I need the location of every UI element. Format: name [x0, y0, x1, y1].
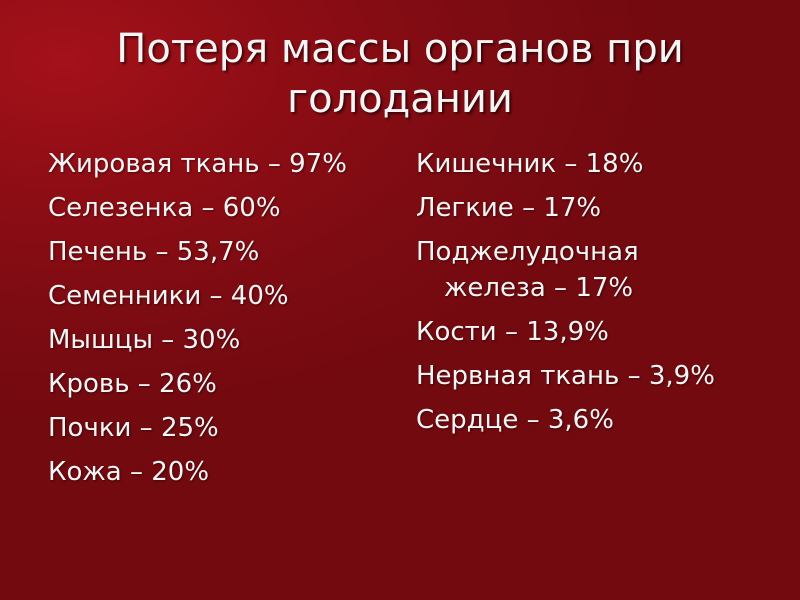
- list-item-intestine: Кишечник – 18%: [416, 149, 644, 179]
- slide-title: Потеря массы органов при голодании: [116, 26, 684, 122]
- list-item-muscles: Мышцы – 30%: [48, 325, 241, 355]
- list-item-liver: Печень – 53,7%: [48, 237, 260, 267]
- list-item-fat-tissue: Жировая ткань – 97%: [48, 149, 347, 179]
- list-item-pancreas: Поджелудочная железа – 17%: [416, 237, 639, 303]
- list-item-blood: Кровь – 26%: [48, 369, 217, 399]
- list-item-lungs: Легкие – 17%: [416, 193, 602, 223]
- list-item-testes: Семенники – 40%: [48, 281, 289, 311]
- list-item-skin: Кожа – 20%: [48, 457, 210, 487]
- list-item-spleen: Селезенка – 60%: [48, 193, 281, 223]
- left-column-list: Жировая ткань – 97% Селезенка – 60% Пече…: [48, 146, 378, 498]
- list-item-heart: Сердце – 3,6%: [416, 405, 614, 435]
- list-item-kidneys: Почки – 25%: [48, 413, 219, 443]
- right-column-list: Кишечник – 18% Легкие – 17% Поджелудочна…: [416, 146, 746, 446]
- list-item-nervous-tissue: Нервная ткань – 3,9%: [416, 361, 715, 391]
- list-item-bones: Кости – 13,9%: [416, 317, 609, 347]
